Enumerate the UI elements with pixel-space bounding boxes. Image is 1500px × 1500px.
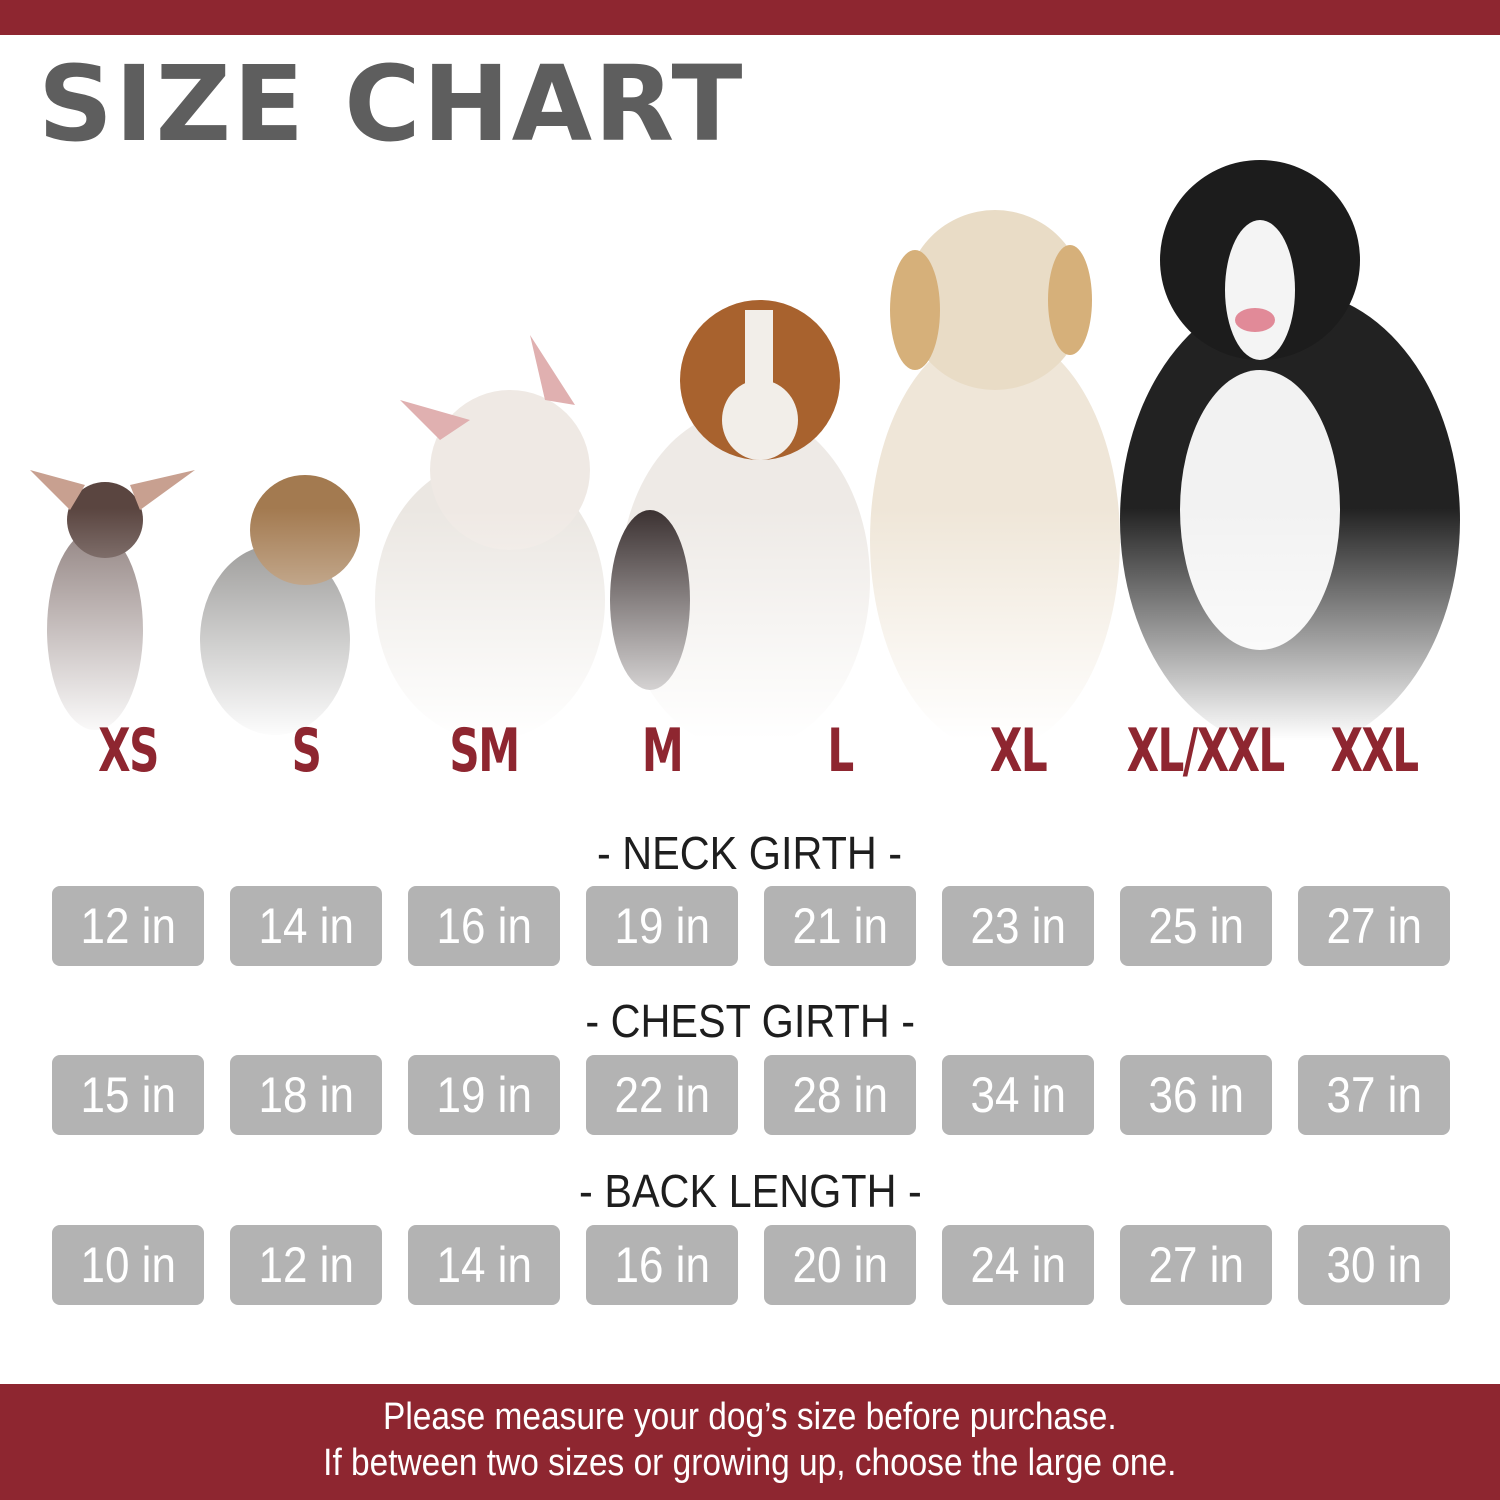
size-label-xxl: XXL [1330, 716, 1419, 786]
footer-banner: Please measure your dog’s size before pu… [0, 1384, 1500, 1500]
back-length-value-xl-xxl: 27 in [1120, 1225, 1272, 1305]
size-label-xl: XL [989, 716, 1048, 786]
measurement-text: 12 in [258, 1237, 354, 1293]
measurement-text: 18 in [258, 1067, 354, 1123]
back-length-value-xl: 24 in [942, 1225, 1094, 1305]
measurement-text: 25 in [1148, 898, 1244, 954]
chest-girth-value-xs: 15 in [52, 1055, 204, 1135]
top-bar [0, 0, 1500, 35]
measurement-text: 16 in [436, 898, 532, 954]
measurement-text: 21 in [792, 898, 888, 954]
neck-girth-value-s: 14 in [230, 886, 382, 966]
chest-girth-value-m: 22 in [586, 1055, 738, 1135]
measurement-text: 16 in [614, 1237, 710, 1293]
neck-girth-value-xxl: 27 in [1298, 886, 1450, 966]
measurement-text: 37 in [1326, 1067, 1422, 1123]
measurement-text: 23 in [970, 898, 1066, 954]
measurement-text: 27 in [1148, 1237, 1244, 1293]
chest-girth-value-s: 18 in [230, 1055, 382, 1135]
measurement-text: 28 in [792, 1067, 888, 1123]
measurement-text: 20 in [792, 1237, 888, 1293]
measurement-text: 34 in [970, 1067, 1066, 1123]
measurement-text: 14 in [258, 898, 354, 954]
chest-girth-value-xl: 34 in [942, 1055, 1094, 1135]
measurement-text: 36 in [1148, 1067, 1244, 1123]
footer-line-2: If between two sizes or growing up, choo… [323, 1442, 1177, 1484]
size-label-sm: SM [449, 716, 520, 786]
back-length-value-sm: 14 in [408, 1225, 560, 1305]
back-length-value-m: 16 in [586, 1225, 738, 1305]
chest-girth-value-xxl: 37 in [1298, 1055, 1450, 1135]
footer-line-1: Please measure your dog’s size before pu… [383, 1396, 1117, 1438]
chest-girth-value-xl-xxl: 36 in [1120, 1055, 1272, 1135]
measurement-text: 22 in [614, 1067, 710, 1123]
size-label-xs: XS [98, 716, 159, 786]
neck-girth-value-xl-xxl: 25 in [1120, 886, 1272, 966]
measurement-text: 14 in [436, 1237, 532, 1293]
page-title: SIZE CHART [38, 43, 745, 165]
back-length-value-xxl: 30 in [1298, 1225, 1450, 1305]
measurement-text: 15 in [80, 1067, 176, 1123]
measurement-text: 19 in [436, 1067, 532, 1123]
back-length-value-l: 20 in [764, 1225, 916, 1305]
back-length-heading: - BACK LENGTH - [0, 1168, 1500, 1214]
size-label-l: L [827, 716, 854, 786]
measurement-text: 27 in [1326, 898, 1422, 954]
neck-girth-value-sm: 16 in [408, 886, 560, 966]
back-length-value-s: 12 in [230, 1225, 382, 1305]
chest-girth-value-l: 28 in [764, 1055, 916, 1135]
back-length-heading-text: - BACK LENGTH - [578, 1165, 922, 1217]
measurement-text: 19 in [614, 898, 710, 954]
dog-lineup-image [0, 160, 1500, 740]
neck-girth-value-l: 21 in [764, 886, 916, 966]
measurement-text: 12 in [80, 898, 176, 954]
neck-girth-value-xs: 12 in [52, 886, 204, 966]
measurement-text: 30 in [1326, 1237, 1422, 1293]
chest-girth-heading-text: - CHEST GIRTH - [585, 995, 915, 1047]
neck-girth-heading: - NECK GIRTH - [0, 830, 1500, 876]
chest-girth-value-sm: 19 in [408, 1055, 560, 1135]
size-label-xl-xxl: XL/XXL [1126, 716, 1286, 786]
chest-girth-heading: - CHEST GIRTH - [0, 998, 1500, 1044]
neck-girth-heading-text: - NECK GIRTH - [597, 827, 903, 879]
measurement-text: 24 in [970, 1237, 1066, 1293]
size-label-s: S [291, 716, 322, 786]
neck-girth-value-m: 19 in [586, 886, 738, 966]
measurement-text: 10 in [80, 1237, 176, 1293]
neck-girth-value-xl: 23 in [942, 886, 1094, 966]
back-length-value-xs: 10 in [52, 1225, 204, 1305]
size-label-m: M [641, 716, 684, 786]
